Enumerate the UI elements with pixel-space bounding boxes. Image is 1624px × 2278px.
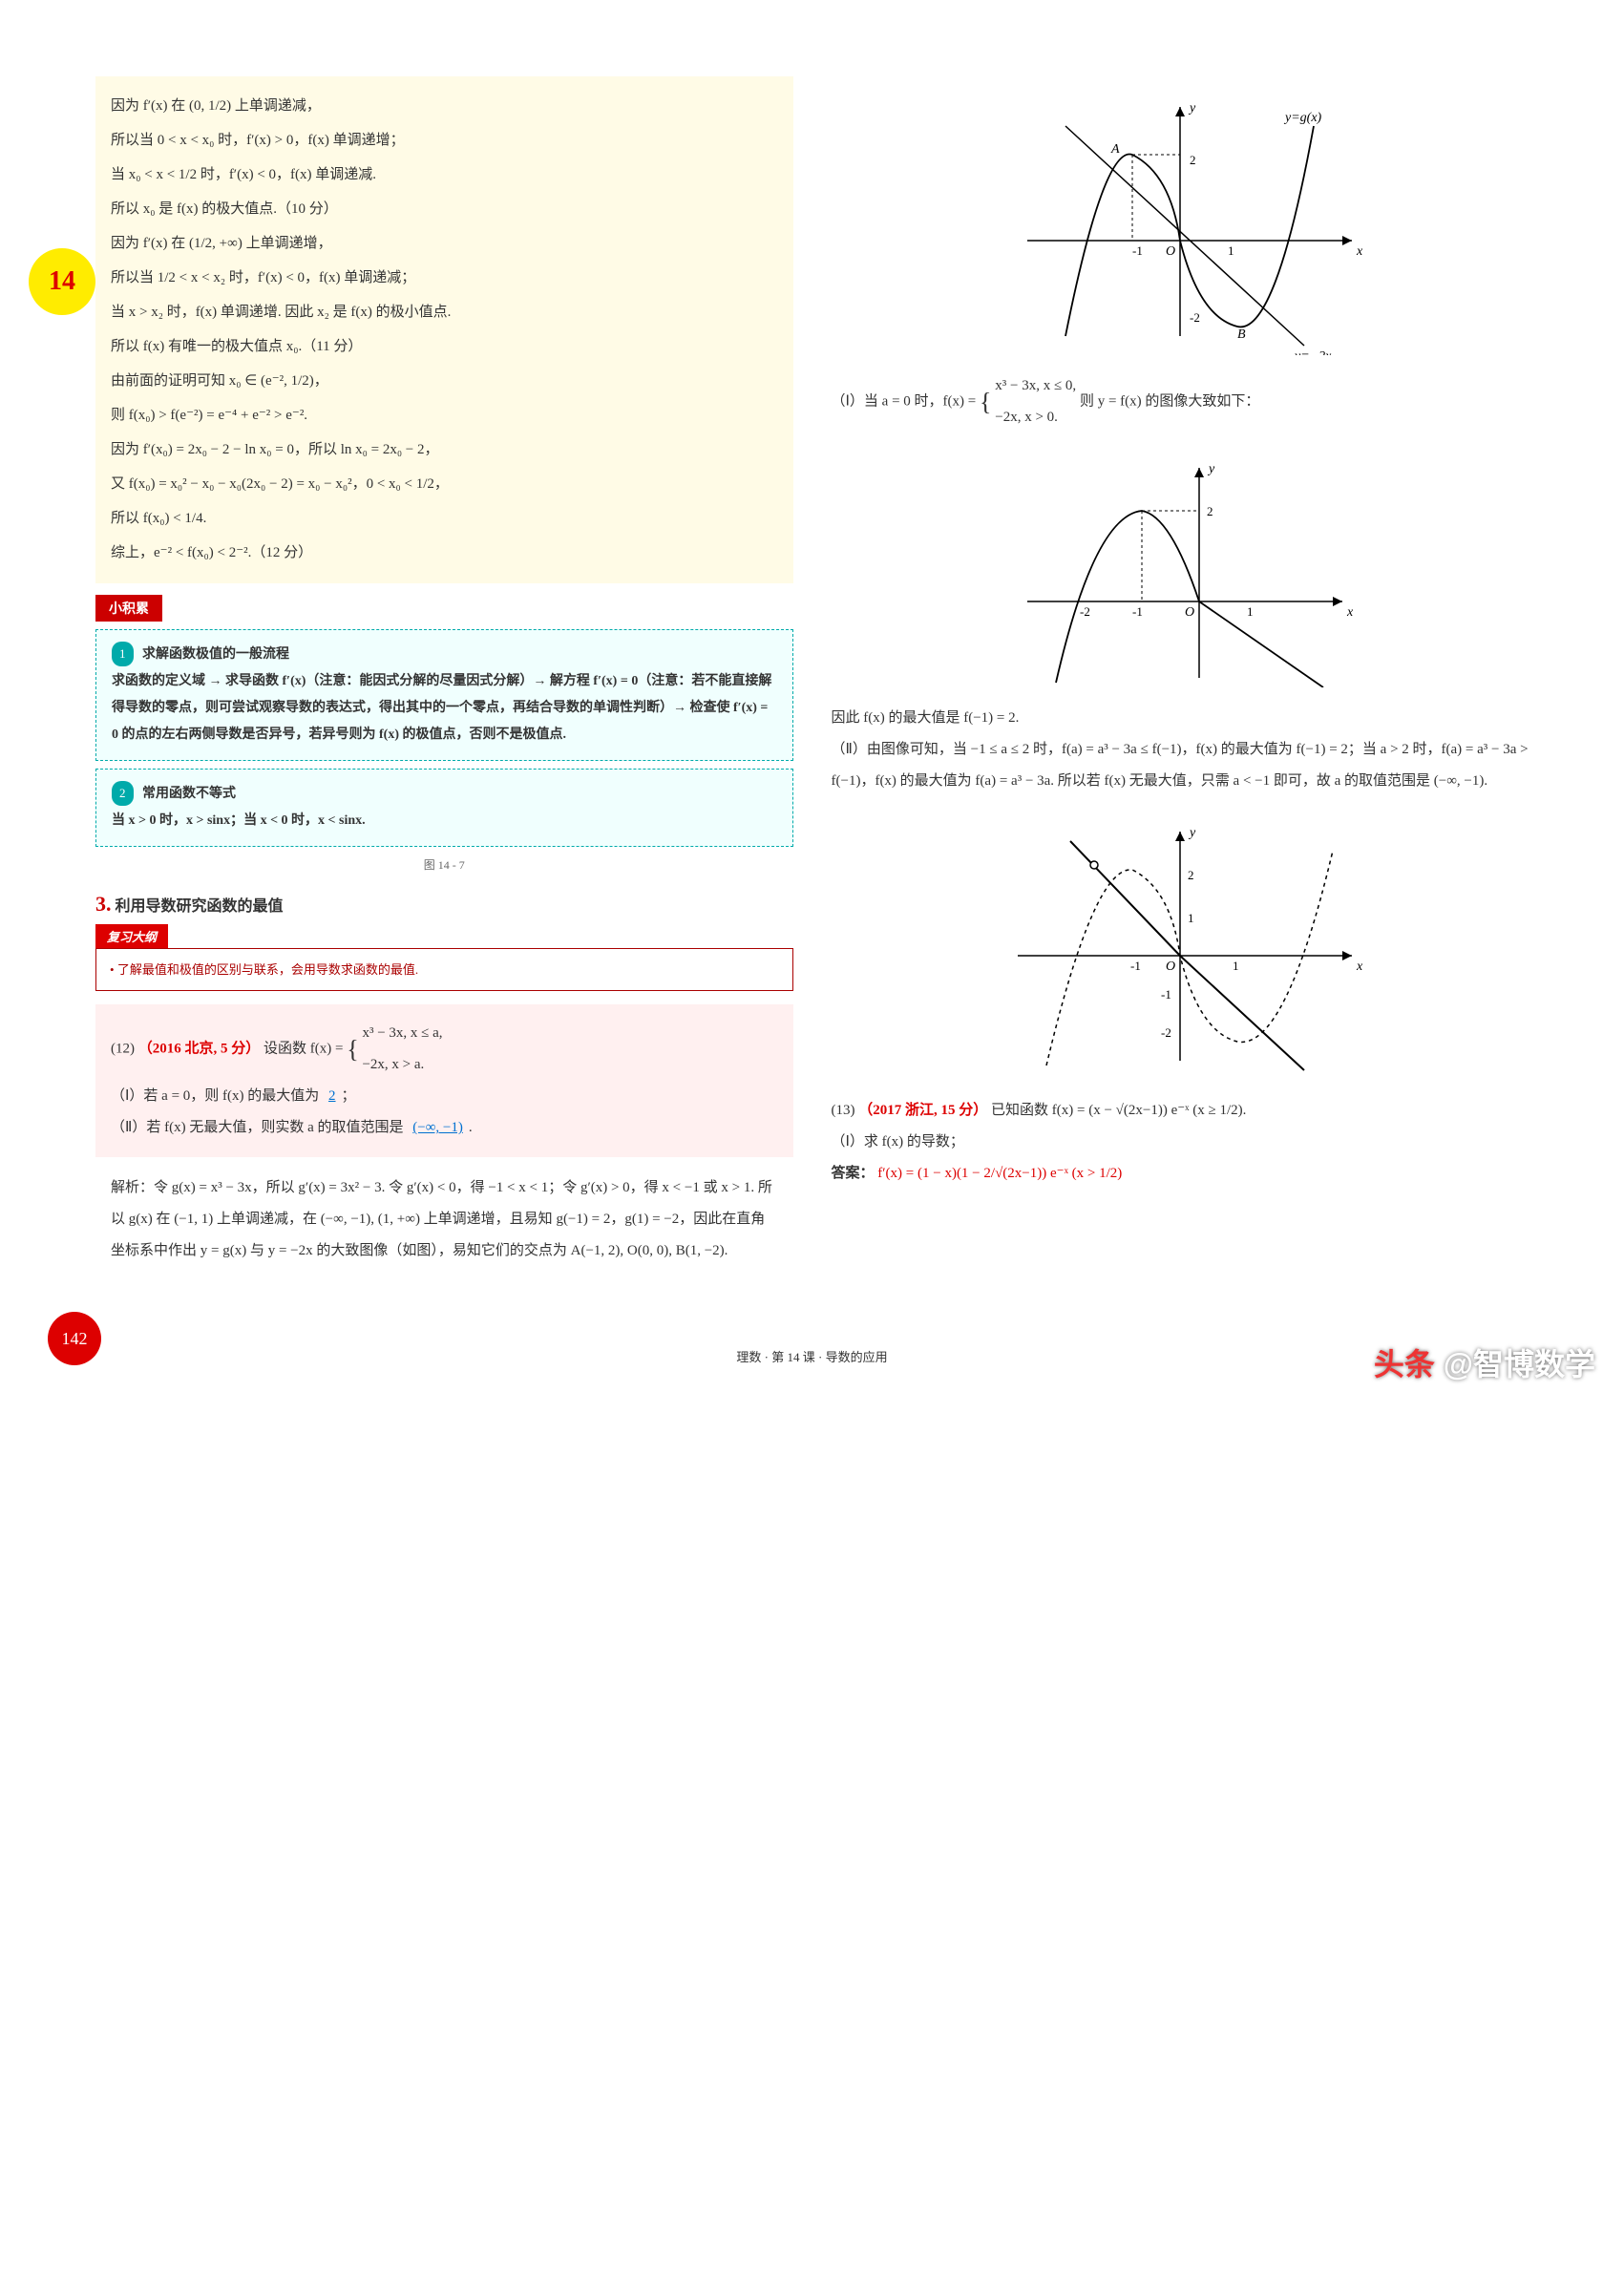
case1-tail: 则 y = f(x) 的图像大致如下： (1080, 393, 1259, 409)
svg-text:y=g(x): y=g(x) (1283, 111, 1322, 125)
syllabus-text: 了解最值和极值的区别与联系，会用导数求函数的最值. (117, 962, 418, 977)
svg-text:2: 2 (1188, 868, 1194, 882)
watermark-handle: @智博数学 (1444, 1347, 1595, 1382)
p12-piece-bot: −2x, x > a. (362, 1049, 442, 1081)
solution-block: 因为 f′(x) 在 (0, 1/2) 上单调递减， 所以当 0 < x < x… (95, 76, 793, 583)
p13-stem: 已知函数 f(x) = (x − √(2x−1)) e⁻ˣ (x ≥ 1/2). (991, 1103, 1246, 1118)
tip-body-1: 求函数的定义域 → 求导函数 f′(x)（注意：能因式分解的尽量因式分解）→ 解… (112, 668, 777, 749)
watermark: 头条 @智博数学 (1374, 1340, 1595, 1384)
sol-line: 则 f(x₀) > f(e⁻²) = e⁻⁴ + e⁻² > e⁻². (111, 400, 778, 432)
svg-text:1: 1 (1247, 604, 1254, 619)
sol-line: 综上，e⁻² < f(x₀) < 2⁻².（12 分） (111, 538, 778, 569)
sol-line: 所以当 1/2 < x < x₂ 时，f′(x) < 0，f(x) 单调递减； (111, 263, 778, 294)
p12-q1: （Ⅰ）若 a = 0，则 f(x) 的最大值为 (111, 1088, 319, 1104)
graph-2: x y O -2 -1 1 2 (999, 449, 1361, 687)
sol-line: 因为 f′(x₀) = 2x₀ − 2 − ln x₀ = 0，所以 ln x₀… (111, 434, 778, 466)
svg-text:y: y (1188, 101, 1196, 116)
tip-title-1: 求解函数极值的一般流程 (142, 647, 289, 662)
graph-3: x y O -1 1 2 1 -1 -2 (989, 812, 1371, 1080)
svg-text:y=−2x: y=−2x (1293, 349, 1332, 355)
p13-num: (13) (832, 1103, 855, 1118)
svg-text:O: O (1166, 960, 1175, 974)
watermark-prefix: 头条 (1374, 1347, 1444, 1382)
svg-text:1: 1 (1233, 959, 1239, 973)
p13-q1: （Ⅰ）求 f(x) 的导数； (832, 1127, 1529, 1158)
svg-text:O: O (1166, 244, 1175, 259)
p12-num: (12) (111, 1042, 135, 1057)
syllabus-tag: 复习大纲 (95, 924, 168, 948)
sol-line: 因为 f′(x) 在 (0, 1/2) 上单调递减， (111, 91, 778, 122)
p12-piece-top: x³ − 3x, x ≤ a, (362, 1018, 442, 1049)
svg-text:y: y (1188, 826, 1196, 840)
p13-answer: f′(x) = (1 − x)(1 − 2/√(2x−1)) e⁻ˣ (x > … (877, 1166, 1122, 1181)
sol-line: 所以当 0 < x < x₀ 时，f′(x) > 0，f(x) 单调递增； (111, 125, 778, 157)
p12-stem: 设函数 f(x) = (264, 1042, 343, 1057)
problem-12: (12) （2016 北京, 5 分） 设函数 f(x) = { x³ − 3x… (95, 1004, 793, 1157)
sol-line: 当 x₀ < x < 1/2 时，f′(x) < 0，f(x) 单调递减. (111, 159, 778, 191)
page-number-badge: 142 (48, 1312, 101, 1365)
svg-text:-1: -1 (1132, 604, 1143, 619)
svg-text:1: 1 (1188, 911, 1194, 925)
svg-text:-2: -2 (1080, 604, 1090, 619)
section-3-title: 3. 利用导数研究函数的最值 (95, 892, 793, 917)
tip-num-1: 1 (112, 642, 134, 666)
tip-title-2: 常用函数不等式 (142, 787, 236, 801)
svg-text:x: x (1356, 960, 1363, 974)
p12-source: （2016 北京, 5 分） (138, 1042, 261, 1057)
svg-text:-2: -2 (1190, 310, 1200, 325)
svg-text:B: B (1237, 327, 1246, 342)
svg-text:-1: -1 (1132, 243, 1143, 258)
tip-box-1: 1 求解函数极值的一般流程 求函数的定义域 → 求导函数 f′(x)（注意：能因… (95, 629, 793, 761)
svg-text:2: 2 (1190, 153, 1196, 167)
case1-conclusion: 因此 f(x) 的最大值是 f(−1) = 2. (832, 703, 1529, 734)
sol-line: 所以 x₀ 是 f(x) 的极大值点.（10 分） (111, 194, 778, 225)
svg-text:1: 1 (1228, 243, 1234, 258)
svg-text:y: y (1207, 462, 1215, 476)
syllabus-box: • 了解最值和极值的区别与联系，会用导数求函数的最值. (95, 948, 793, 991)
tip-box-2: 2 常用函数不等式 当 x > 0 时，x > sinx；当 x < 0 时，x… (95, 769, 793, 847)
p12-solution: 解析：令 g(x) = x³ − 3x，所以 g′(x) = 3x² − 3. … (95, 1169, 793, 1271)
case1-piece-top: x³ − 3x, x ≤ 0, (995, 370, 1076, 402)
p12-blank1: 2 (323, 1088, 342, 1104)
section-num: 3. (95, 892, 112, 916)
case2-text: （Ⅱ）由图像可知，当 −1 ≤ a ≤ 2 时，f(a) = a³ − 3a ≤… (832, 734, 1529, 797)
section-title-text: 利用导数研究函数的最值 (116, 898, 284, 915)
svg-text:-1: -1 (1161, 987, 1171, 1002)
case1-piece-bot: −2x, x > 0. (995, 402, 1076, 433)
sol-line: 所以 f(x) 有唯一的极大值点 x₀.（11 分） (111, 331, 778, 363)
p13-ans-label: 答案： (832, 1166, 875, 1181)
sol-line: 又 f(x₀) = x₀² − x₀ − x₀(2x₀ − 2) = x₀ − … (111, 469, 778, 500)
svg-text:-2: -2 (1161, 1025, 1171, 1040)
graph-1: x y O -1 1 2 -2 A B y=g(x) y=−2x (989, 88, 1371, 355)
svg-text:O: O (1185, 605, 1194, 620)
p12-q2: （Ⅱ）若 f(x) 无最大值，则实数 a 的取值范围是 (111, 1120, 404, 1135)
figure-caption: 图 14 - 7 (95, 856, 793, 873)
sol-line: 当 x > x₂ 时，f(x) 单调递增. 因此 x₂ 是 f(x) 的极小值点… (111, 297, 778, 328)
tip-header: 小积累 (95, 595, 162, 622)
chapter-badge: 14 (29, 248, 95, 315)
sol-line: 因为 f′(x) 在 (1/2, +∞) 上单调递增， (111, 228, 778, 260)
sol-line: 所以 f(x₀) < 1/4. (111, 503, 778, 535)
sol-line: 由前面的证明可知 x₀ ∈ (e⁻², 1/2)， (111, 366, 778, 397)
tip-body-2: 当 x > 0 时，x > sinx；当 x < 0 时，x < sinx. (112, 808, 777, 834)
p13-source: （2017 浙江, 15 分） (858, 1103, 987, 1118)
svg-text:x: x (1356, 244, 1363, 259)
p12-blank2: (−∞, −1) (407, 1120, 469, 1135)
tip-num-2: 2 (112, 781, 134, 806)
svg-text:A: A (1110, 142, 1120, 157)
svg-text:-1: -1 (1130, 959, 1141, 973)
svg-text:x: x (1346, 605, 1354, 620)
case1-intro: （Ⅰ）当 a = 0 时，f(x) = (832, 393, 977, 409)
svg-text:2: 2 (1207, 504, 1213, 518)
